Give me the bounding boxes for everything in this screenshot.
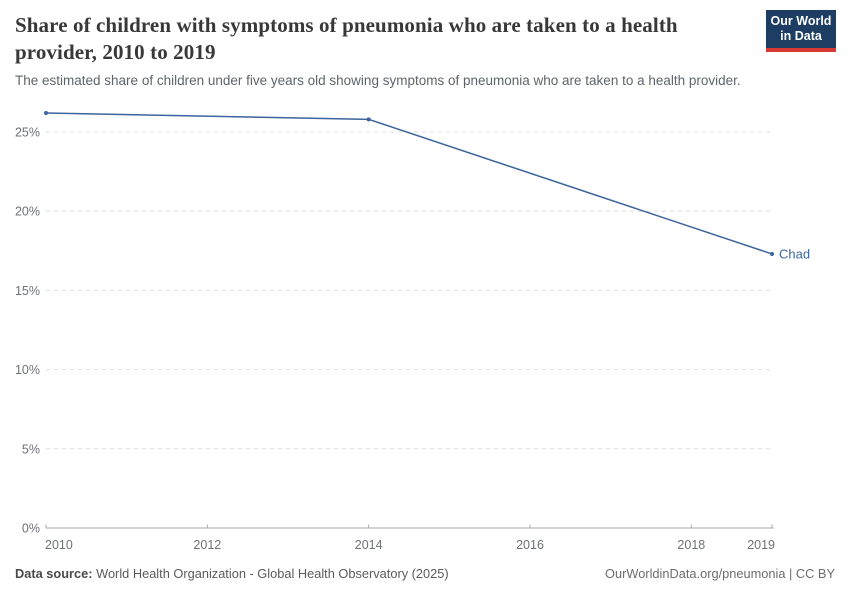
x-axis-tick-label: 2014 <box>355 538 383 552</box>
chart-subtitle: The estimated share of children under fi… <box>15 73 741 88</box>
y-axis-tick-label: 10% <box>15 363 40 377</box>
x-axis-tick-label: 2012 <box>193 538 221 552</box>
logo-text-line2: in Data <box>780 29 822 43</box>
y-axis-tick-label: 15% <box>15 284 40 298</box>
x-axis-tick-label: 2018 <box>677 538 705 552</box>
credit-link[interactable]: OurWorldinData.org/pneumonia | CC BY <box>605 566 835 581</box>
data-source-label: Data source: <box>15 566 93 581</box>
y-axis-tick-label: 0% <box>22 522 40 536</box>
y-axis-tick-label: 25% <box>15 126 40 140</box>
logo-text-line1: Our World <box>770 14 832 28</box>
data-source-text: World Health Organization - Global Healt… <box>96 566 449 581</box>
x-axis-tick-label: 2019 <box>747 538 775 552</box>
data-point-marker[interactable] <box>366 117 371 122</box>
data-point-marker[interactable] <box>770 251 774 256</box>
y-axis-tick-label: 5% <box>22 442 40 456</box>
owid-logo[interactable]: Our World in Data <box>766 10 836 52</box>
x-axis-tick-label: 2016 <box>516 538 544 552</box>
x-axis-tick-label: 2010 <box>45 538 73 552</box>
y-axis-tick-label: 20% <box>15 205 40 219</box>
series-entity-label[interactable]: Chad <box>779 246 810 261</box>
line-chart-plot[interactable]: 0% 5% 10% 15% 20% 25% 2010 2012 2014 2016 2018 2019… <box>0 100 850 560</box>
chart-footer: Data source: World Health Organization -… <box>15 566 835 581</box>
series-line[interactable] <box>45 112 773 255</box>
data-source-note: Data source: World Health Organization -… <box>15 566 449 581</box>
data-point-marker[interactable] <box>44 110 48 115</box>
page-title: Share of children with symptoms of pneum… <box>15 13 678 64</box>
